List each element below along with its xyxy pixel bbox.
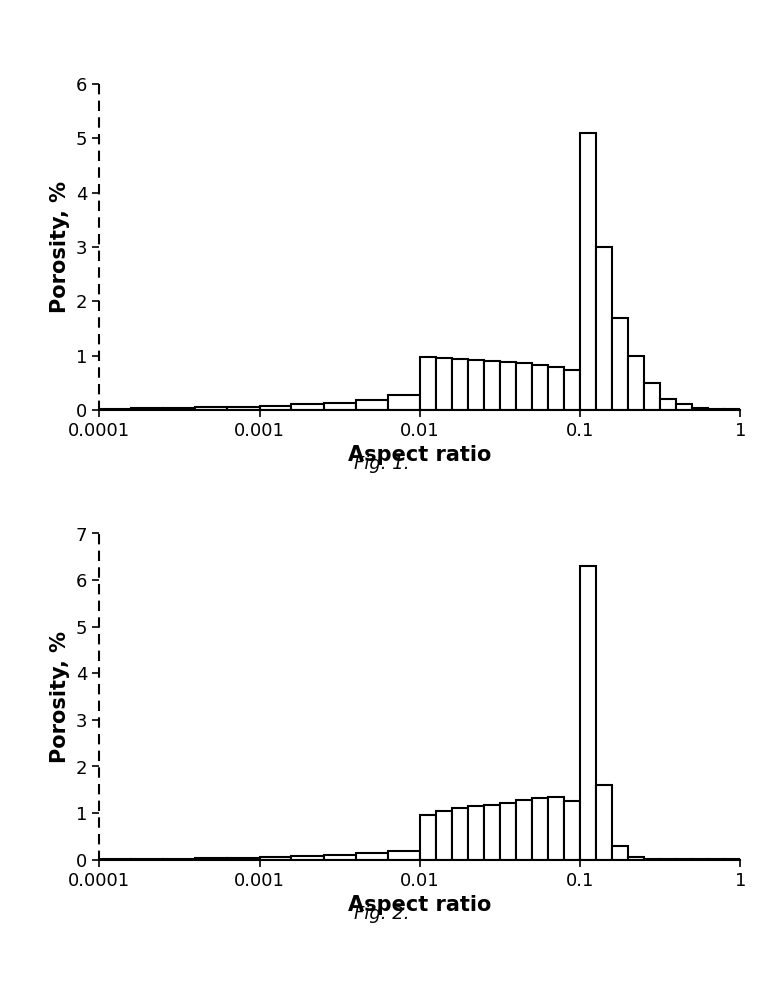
Bar — [612, 318, 628, 410]
Bar — [259, 857, 291, 860]
Bar — [259, 406, 291, 410]
Bar — [692, 408, 708, 410]
Bar — [195, 407, 227, 410]
Bar — [484, 362, 500, 410]
Bar — [532, 798, 548, 860]
Bar — [131, 408, 163, 410]
Bar — [596, 785, 612, 860]
Bar — [644, 383, 660, 410]
Bar — [452, 359, 468, 410]
Bar — [291, 856, 324, 860]
Bar — [356, 400, 388, 410]
Bar — [420, 357, 436, 410]
Text: Fig. 2.: Fig. 2. — [354, 905, 409, 923]
X-axis label: Aspect ratio: Aspect ratio — [348, 446, 491, 465]
Bar — [500, 802, 516, 860]
Bar — [612, 846, 628, 860]
Y-axis label: Porosity, %: Porosity, % — [50, 630, 70, 763]
Bar — [564, 801, 580, 860]
Bar — [548, 796, 564, 860]
Bar — [468, 806, 484, 860]
Bar — [532, 365, 548, 410]
Bar — [548, 368, 564, 410]
Bar — [227, 407, 259, 410]
Bar — [324, 403, 356, 410]
Bar — [436, 810, 452, 860]
Bar — [708, 409, 724, 410]
Bar — [660, 399, 676, 410]
Bar — [356, 854, 388, 860]
Bar — [676, 405, 692, 410]
Bar — [452, 808, 468, 860]
Bar — [195, 859, 227, 860]
Bar — [388, 395, 420, 410]
X-axis label: Aspect ratio: Aspect ratio — [348, 895, 491, 915]
Bar — [580, 132, 596, 410]
Bar — [596, 247, 612, 410]
Bar — [99, 409, 131, 410]
Bar — [468, 360, 484, 410]
Bar — [420, 815, 436, 860]
Bar — [163, 408, 195, 410]
Bar — [564, 370, 580, 410]
Y-axis label: Porosity, %: Porosity, % — [50, 181, 70, 313]
Bar — [500, 363, 516, 410]
Bar — [436, 358, 452, 410]
Bar — [516, 800, 532, 860]
Bar — [324, 855, 356, 860]
Bar — [484, 804, 500, 860]
Bar — [227, 858, 259, 860]
Text: Fig. 1.: Fig. 1. — [354, 455, 409, 473]
Bar — [516, 364, 532, 410]
Bar — [628, 356, 644, 410]
Bar — [628, 858, 644, 860]
Bar — [388, 852, 420, 860]
Bar — [291, 405, 324, 410]
Bar — [580, 566, 596, 860]
